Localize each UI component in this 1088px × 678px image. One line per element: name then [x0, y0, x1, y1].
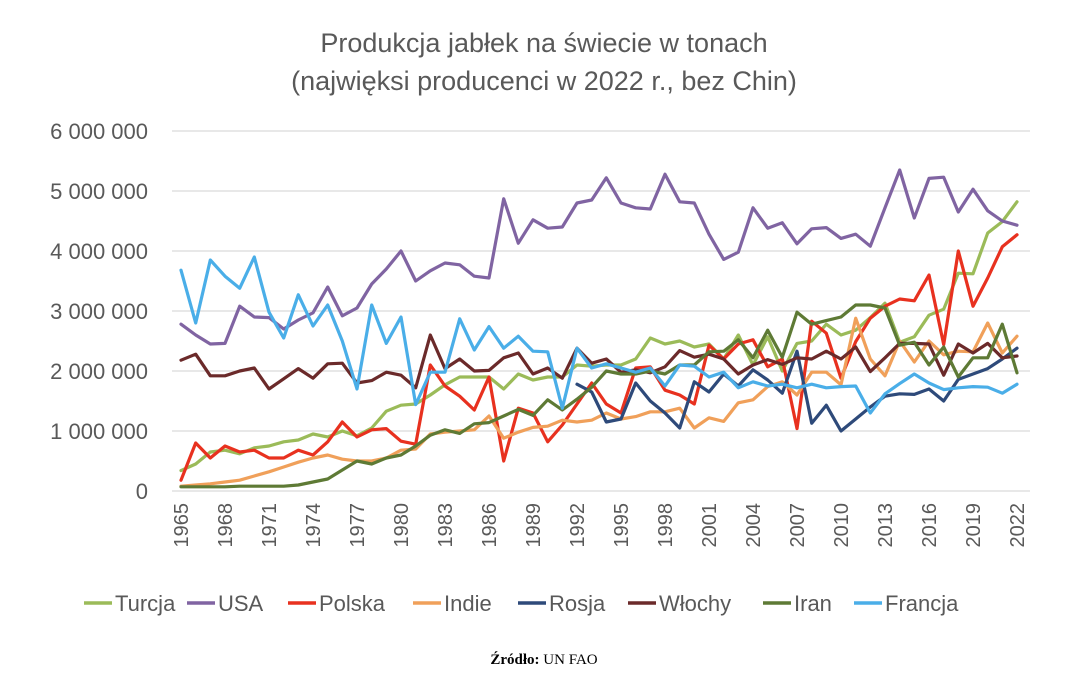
legend-label: Francja [885, 591, 959, 616]
legend-label: Rosja [549, 591, 606, 616]
x-tick-label: 1983 [435, 503, 457, 548]
y-tick-label: 6 000 000 [50, 119, 148, 144]
x-tick-label: 1965 [171, 503, 193, 548]
chart-subtitle: (najwięksi producenci w 2022 r., bez Chi… [291, 66, 797, 96]
y-tick-label: 5 000 000 [50, 179, 148, 204]
source-label: Źródło: [490, 652, 540, 668]
series-line-polska [179, 233, 1019, 482]
x-tick-label: 1980 [391, 503, 413, 548]
series-line-usa [179, 168, 1019, 346]
x-tick-label: 2007 [787, 503, 809, 548]
legend-label: Turcja [115, 591, 176, 616]
series-line-iran [179, 303, 1019, 489]
x-tick-label: 1971 [259, 503, 281, 548]
x-tick-label: 2013 [875, 503, 897, 548]
y-tick-label: 2 000 000 [50, 359, 148, 384]
legend-label: Iran [794, 591, 832, 616]
x-tick-label: 1974 [303, 503, 325, 548]
y-tick-label: 0 [136, 479, 148, 504]
chart-title: Produkcja jabłek na świecie w tonach [320, 28, 767, 58]
x-tick-label: 2010 [831, 503, 853, 548]
x-tick-label: 1989 [523, 503, 545, 548]
x-tick-label: 2016 [919, 503, 941, 548]
series-line-rosja [575, 346, 1019, 433]
source-note: Źródło: UN FAO [0, 652, 1088, 669]
series-line-włochy [179, 333, 1019, 391]
x-tick-label: 2019 [963, 503, 985, 548]
legend-label: Indie [444, 591, 492, 616]
y-tick-label: 4 000 000 [50, 239, 148, 264]
legend-label: USA [218, 591, 264, 616]
x-tick-label: 1992 [567, 503, 589, 548]
legend-label: Polska [319, 591, 386, 616]
x-tick-label: 1977 [347, 503, 369, 548]
source-value: UN FAO [543, 652, 598, 668]
line-chart: Produkcja jabłek na świecie w tonach (na… [50, 28, 1030, 616]
y-tick-label: 3 000 000 [50, 299, 148, 324]
x-tick-label: 2001 [699, 503, 721, 548]
x-tick-label: 1998 [655, 503, 677, 548]
x-tick-label: 1995 [611, 503, 633, 548]
series-line-indie [179, 316, 1019, 488]
x-tick-label: 1986 [479, 503, 501, 548]
legend-label: Włochy [659, 591, 731, 616]
series-line-francja [179, 255, 1019, 415]
x-tick-label: 1968 [215, 503, 237, 548]
y-tick-label: 1 000 000 [50, 419, 148, 444]
x-tick-label: 2022 [1007, 503, 1029, 548]
x-tick-label: 2004 [743, 503, 765, 548]
series-line-turcja [179, 200, 1019, 473]
